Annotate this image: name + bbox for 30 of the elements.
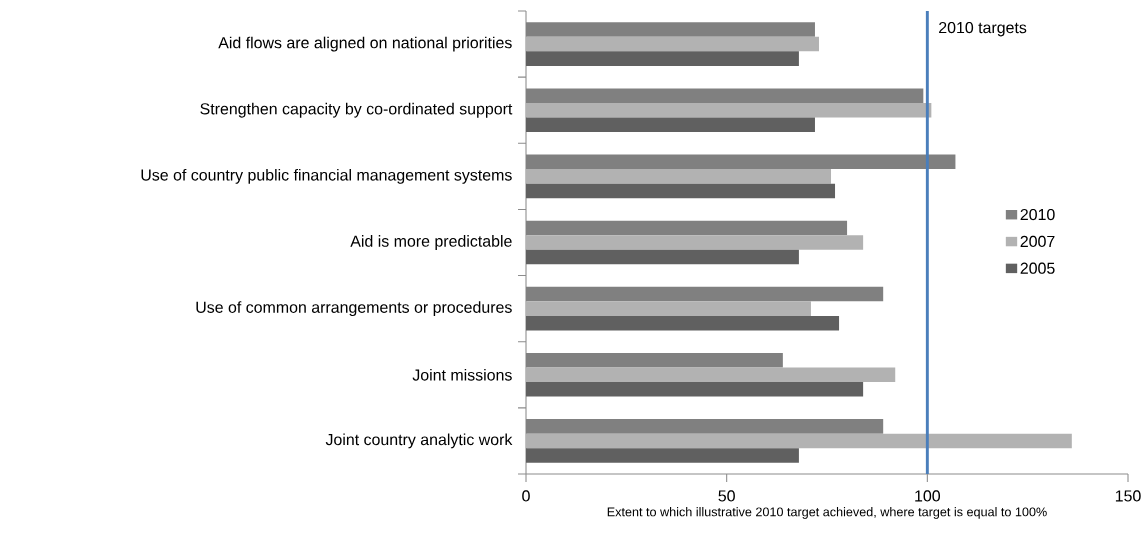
x-axis-title: Extent to which illustrative 2010 target achieved, where target is equal to 100% [607, 507, 1047, 519]
bar [526, 433, 1072, 449]
bar [526, 169, 832, 184]
x-tick-label: 50 [718, 490, 735, 502]
legend-label: 2005 [1020, 262, 1055, 274]
x-tick-label: 100 [915, 490, 941, 502]
x-tick-label: 150 [1115, 490, 1141, 502]
y-tick-label: Aid is more predictable [350, 235, 512, 250]
bar [526, 382, 864, 397]
bar [526, 367, 896, 383]
bar [526, 183, 836, 199]
y-tick-label: Aid flows are aligned on national priorities [218, 36, 512, 52]
y-tick-label: Joint country analytic work [325, 433, 513, 449]
bar [526, 235, 864, 250]
bar [526, 36, 819, 52]
y-tick-label: Strengthen capacity by co-ordinated support [200, 102, 513, 118]
bar [526, 117, 815, 133]
y-tick-label: Use of common arrangements or procedures [196, 301, 512, 317]
legend-label: 2007 [1020, 235, 1055, 248]
bar [526, 51, 799, 66]
ref-line-label: 2010 targets [939, 21, 1027, 37]
legend-label: 2010 [1020, 208, 1055, 221]
bar [526, 315, 840, 331]
bar [526, 102, 932, 118]
x-tick-label: 0 [522, 490, 530, 502]
bar [526, 301, 811, 316]
bar [526, 448, 799, 463]
bar [526, 249, 799, 265]
y-tick-label: Joint missions [412, 368, 512, 381]
y-tick-label: Use of country public financial management systems [141, 168, 512, 184]
